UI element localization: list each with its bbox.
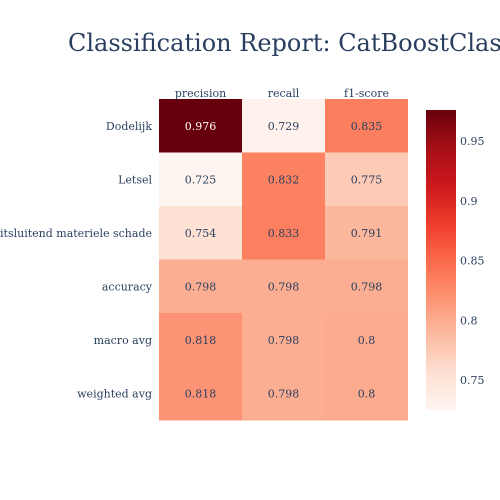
heatmap-cell: [242, 259, 325, 314]
row-tick-label: macro avg: [94, 334, 152, 347]
cell-value-label: 0.833: [268, 227, 300, 240]
cell-value-label: 0.798: [268, 280, 300, 293]
cell-value-label: 0.798: [268, 387, 300, 400]
colorbar-gradient: [426, 110, 456, 410]
cell-value-label: 0.798: [185, 280, 217, 293]
heatmap-cell: [325, 99, 408, 153]
heatmap-cell: [325, 152, 408, 207]
heatmap-cell: [159, 99, 242, 153]
row-tick-label: Dodelijk: [106, 120, 152, 133]
heatmap-cell: [242, 99, 325, 153]
row-tick-label: Uitsluitend materiele schade: [0, 227, 152, 240]
colorbar: 0.75 0.8 0.85 0.9 0.95: [426, 110, 485, 410]
cell-value-label: 0.791: [351, 227, 383, 240]
heatmap-cell: [159, 259, 242, 314]
heatmap-cell: [242, 152, 325, 207]
row-tick-label: weighted avg: [77, 387, 152, 400]
colorbar-tick-label: 0.85: [460, 255, 485, 268]
heatmap-cell: [325, 366, 408, 421]
cell-value-label: 0.818: [185, 387, 217, 400]
cell-value-label: 0.8: [358, 334, 376, 347]
cell-value-label: 0.832: [268, 173, 300, 186]
heatmap-cell: [159, 313, 242, 367]
cell-value-label: 0.8: [358, 387, 376, 400]
cell-value-label: 0.976: [185, 120, 217, 133]
cell-value-label: 0.725: [185, 173, 217, 186]
heatmap-cell: [325, 313, 408, 367]
heatmap-cells: 0.976 0.729 0.835 0.725 0.832 0.775 0.754 0.833…: [159, 99, 408, 421]
colorbar-tick-label: 0.8: [460, 314, 478, 327]
colorbar-tick-label: 0.75: [460, 374, 485, 387]
heatmap-cell: [325, 259, 408, 314]
heatmap-cell: [159, 366, 242, 421]
heatmap-cell: [159, 206, 242, 260]
colorbar-tick-label: 0.95: [460, 135, 485, 148]
heatmap-cell: [159, 152, 242, 207]
column-tick-label: f1-score: [344, 87, 389, 100]
row-tick-label: Letsel: [118, 173, 152, 186]
cell-value-label: 0.775: [351, 173, 383, 186]
row-tick-labels: Dodelijk Letsel Uitsluitend materiele scha…: [0, 120, 153, 401]
heatmap-cell: [325, 206, 408, 260]
cell-value-label: 0.818: [185, 334, 217, 347]
cell-value-label: 0.798: [268, 334, 300, 347]
heatmap-cell: [242, 206, 325, 260]
cell-value-label: 0.754: [185, 227, 217, 240]
heatmap-cell: [242, 366, 325, 421]
cell-value-label: 0.835: [351, 120, 383, 133]
cell-value-label: 0.729: [268, 120, 300, 133]
heatmap-cell: [242, 313, 325, 367]
column-tick-label: precision: [175, 87, 226, 100]
row-tick-label: accuracy: [102, 280, 153, 293]
column-tick-labels: precision recall f1-score: [175, 87, 389, 100]
column-tick-label: recall: [268, 87, 300, 100]
chart-title: Classification Report: CatBoostClassifie…: [68, 29, 500, 57]
cell-value-label: 0.798: [351, 280, 383, 293]
colorbar-tick-label: 0.9: [460, 195, 478, 208]
